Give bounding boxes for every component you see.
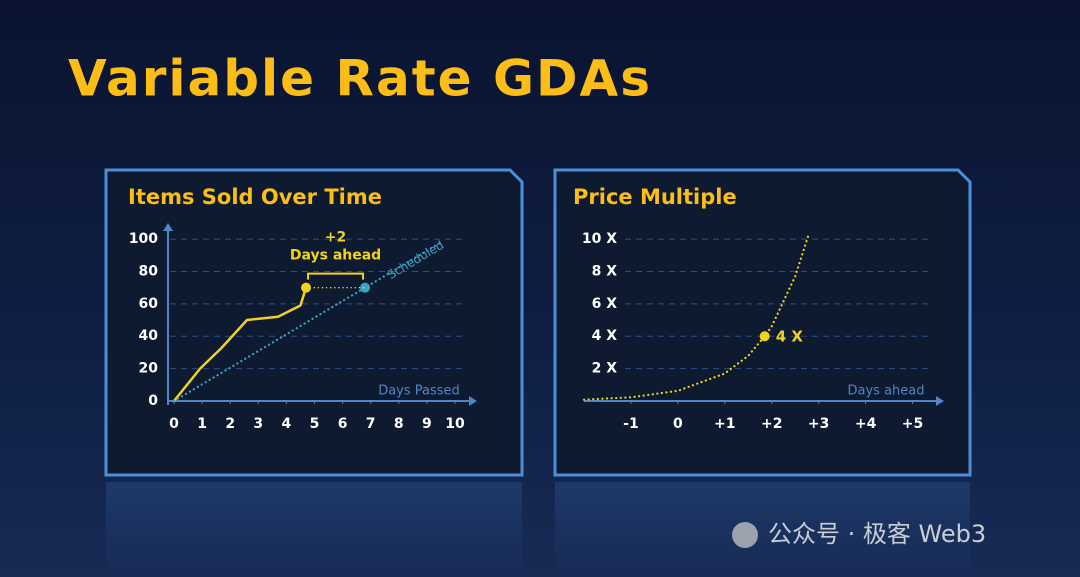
reflection [555,482,970,577]
y-tick-label: 100 [129,231,158,247]
series-line [582,231,811,401]
watermark: 公众号 · 极客 Web3 [768,520,986,548]
reflection [106,482,522,577]
y-tick-label: 10 X [582,231,617,247]
x-tick-label: 0 [673,416,683,432]
slide-title: Variable Rate GDAs [68,50,652,108]
y-tick-label: 0 [148,393,158,409]
x-tick-label: 10 [445,416,465,432]
x-tick-label: 5 [310,416,320,432]
y-tick-label: 4 X [592,328,618,344]
x-tick-label: 9 [422,416,432,432]
annotation: Days ahead [290,248,381,264]
marker [759,331,770,342]
x-axis-arrow [469,396,477,406]
x-tick-label: 3 [253,416,263,432]
x-tick-label: 6 [338,416,348,432]
x-tick-label: +1 [714,416,735,432]
y-tick-label: 8 X [592,263,618,279]
y-tick-label: 60 [139,296,159,312]
x-tick-label: +3 [808,416,829,432]
x-axis-label: Days ahead [848,384,925,399]
y-tick-label: 2 X [592,361,618,377]
panel-title: Items Sold Over Time [128,185,382,209]
series-line [172,286,308,403]
y-tick-label: 20 [139,361,159,377]
marker-label: 4 X [776,328,804,346]
panel [104,168,524,477]
series-line [172,241,442,403]
y-tick-label: 40 [139,328,159,344]
y-tick-label: 6 X [592,296,618,312]
x-tick-label: +5 [902,416,923,432]
x-tick-label: 1 [197,416,207,432]
bracket [307,272,365,280]
panel-title: Price Multiple [573,185,737,209]
y-tick-label: 80 [139,263,159,279]
annotation: +2 [325,230,346,246]
x-tick-label: +2 [761,416,782,432]
x-tick-label: 7 [366,416,376,432]
wechat-icon [732,522,758,548]
x-axis-arrow [936,396,944,406]
x-tick-label: 4 [282,416,292,432]
y-axis-arrow [163,223,173,231]
x-tick-label: +4 [855,416,877,432]
marker [360,282,371,293]
x-tick-label: 0 [169,416,179,432]
x-tick-label: 2 [225,416,235,432]
panel [553,168,972,477]
x-tick-label: -1 [623,416,639,432]
x-tick-label: 8 [394,416,404,432]
x-axis-label: Days Passed [378,384,460,399]
